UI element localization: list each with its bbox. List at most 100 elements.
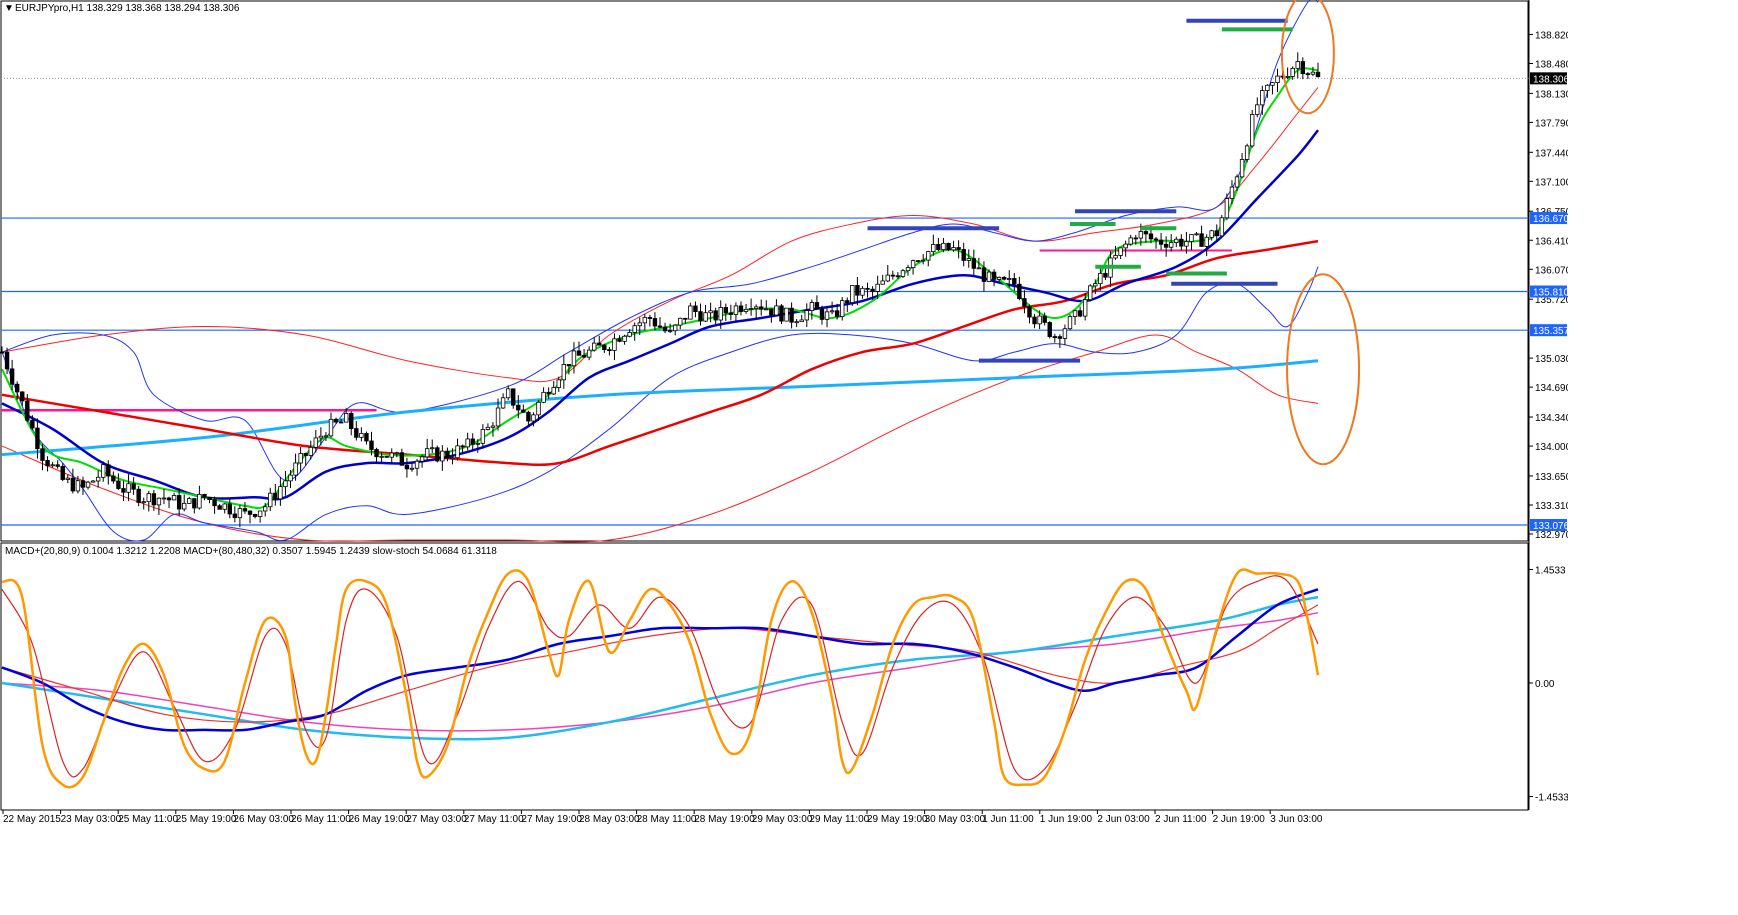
candle-body <box>678 317 683 326</box>
candle-body <box>1315 71 1321 78</box>
sub-tick-label: 0.00 <box>1535 679 1555 690</box>
time-tick-label: 2 Jun 19:00 <box>1213 814 1266 825</box>
candle-body <box>1169 242 1174 248</box>
candle-body <box>551 387 556 395</box>
candle-body <box>318 435 324 439</box>
candle-body <box>308 446 313 456</box>
level-tag <box>1530 285 1567 298</box>
candle-body <box>237 508 243 519</box>
candle-body <box>1244 145 1250 160</box>
indicator-series <box>1 568 1320 789</box>
candle <box>409 462 415 472</box>
price-tick-label: 134.000 <box>1535 442 1568 453</box>
candle <box>1032 313 1037 329</box>
candle <box>1072 309 1078 325</box>
candle <box>126 474 131 502</box>
candle-body <box>1199 233 1204 247</box>
candle <box>551 381 556 395</box>
candle-body <box>976 267 982 270</box>
candle <box>875 275 880 300</box>
candle-body <box>9 368 15 385</box>
candle-body <box>141 501 146 504</box>
candle <box>566 364 572 375</box>
candle <box>399 448 405 466</box>
candle-body <box>799 319 804 323</box>
candle-body <box>30 419 35 429</box>
candle <box>956 240 961 259</box>
candle <box>369 431 374 456</box>
candle-body <box>384 455 389 458</box>
candle-body <box>131 483 136 490</box>
candle <box>318 427 324 446</box>
candle <box>885 264 890 283</box>
candle-body <box>769 308 774 316</box>
candle-body <box>1219 217 1225 237</box>
candle <box>617 335 622 343</box>
candle-body <box>60 465 65 480</box>
candle-body <box>495 407 501 427</box>
candle-body <box>1163 243 1169 248</box>
candle-body <box>278 486 283 500</box>
candle-body <box>1098 272 1103 285</box>
time-tick-label: 30 May 03:00 <box>925 814 986 825</box>
candle <box>25 394 30 422</box>
candle <box>966 249 971 268</box>
candle-body <box>672 324 678 332</box>
candle <box>1143 230 1149 243</box>
candle <box>642 313 648 331</box>
time-tick-label: 1 Jun 11:00 <box>982 814 1034 825</box>
candle <box>1037 310 1042 330</box>
candle-body <box>1118 247 1123 256</box>
candle <box>586 346 592 361</box>
current-price-tag <box>1530 72 1567 85</box>
candle-body <box>257 510 263 517</box>
candle <box>981 261 987 292</box>
candle-body <box>171 495 177 501</box>
candle-body <box>733 305 739 315</box>
candle <box>809 299 815 320</box>
chart-canvas[interactable]: 138.820 138.480 138.130 137.790 137.440 137.1… <box>0 0 1568 826</box>
candle <box>1017 276 1022 301</box>
candle-body <box>1158 239 1164 245</box>
candle-body <box>642 317 648 324</box>
candle-body <box>252 514 258 517</box>
candle-body <box>890 274 896 277</box>
candle <box>632 322 637 341</box>
candle-body <box>961 249 966 261</box>
candle <box>0 346 5 354</box>
candle <box>394 451 399 458</box>
time-tick-label: 29 May 19:00 <box>867 814 928 825</box>
candle <box>136 485 141 507</box>
candle <box>602 343 607 353</box>
candle <box>455 438 460 461</box>
candle-body <box>1234 176 1240 188</box>
candle <box>723 303 728 321</box>
candle <box>1153 237 1159 249</box>
candle <box>536 400 541 421</box>
candle-body <box>262 506 268 512</box>
candle <box>672 324 678 336</box>
collapse-triangle-icon[interactable]: ▼ <box>4 3 14 14</box>
candle-body <box>814 302 820 310</box>
candle-body <box>1275 75 1280 83</box>
candle <box>156 497 162 516</box>
candle <box>951 240 956 252</box>
candle-body <box>1204 236 1209 247</box>
candle-body <box>65 477 70 480</box>
series-ema-slow-red <box>1 239 1319 467</box>
candle <box>647 314 653 327</box>
time-tick-label: 25 May 19:00 <box>176 814 237 825</box>
candle <box>212 496 217 514</box>
candle <box>703 304 708 322</box>
candle-body <box>460 445 465 448</box>
candle-body <box>151 493 157 506</box>
candle-body <box>743 308 749 312</box>
sub-series-macd-fast-signal <box>1 604 1319 723</box>
candle-body <box>708 310 713 314</box>
candle <box>612 333 617 361</box>
candle <box>718 300 723 329</box>
price-tick-label: 137.790 <box>1535 118 1568 129</box>
candle <box>738 301 744 316</box>
candle <box>511 388 516 409</box>
candle <box>1270 81 1275 95</box>
